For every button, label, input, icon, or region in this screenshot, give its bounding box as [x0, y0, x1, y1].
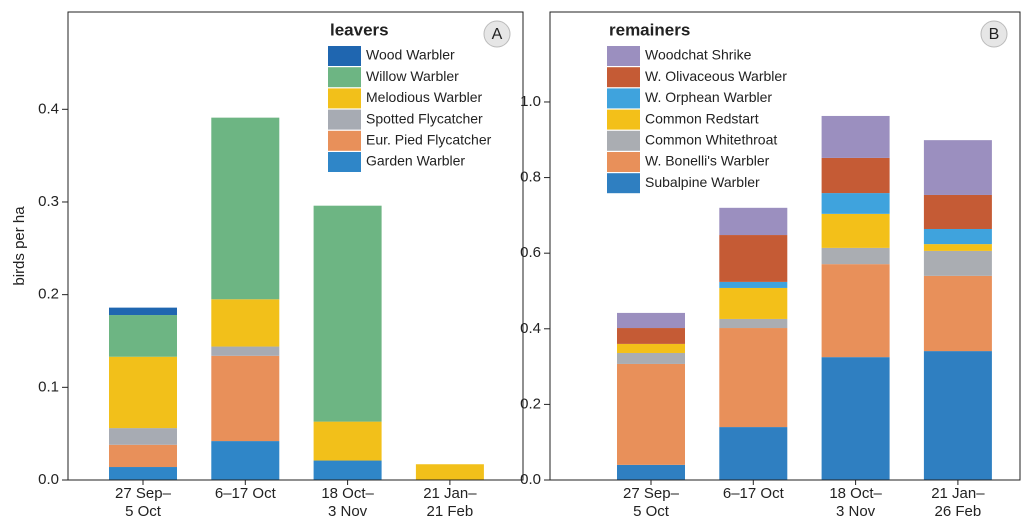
bar-segment	[923, 244, 992, 251]
legend-label: W. Olivaceous Warbler	[645, 68, 787, 84]
bar-segment	[719, 287, 788, 319]
y-tick-label: 0.8	[520, 169, 541, 186]
bar-segment	[923, 250, 992, 276]
legend-swatch	[328, 109, 361, 130]
bar-segment	[211, 441, 280, 480]
bar-segment	[211, 299, 280, 347]
legend-title: leavers	[330, 20, 389, 39]
legend-label: Melodious Warbler	[366, 89, 483, 105]
bar-segment	[109, 356, 177, 429]
bar-segment	[617, 328, 685, 344]
legend-label: Common Redstart	[645, 110, 759, 126]
y-tick-label: 0.6	[520, 244, 541, 261]
y-axis-label: birds per ha	[11, 206, 28, 286]
bar-segment	[821, 157, 890, 194]
y-tick-label: 0.4	[38, 100, 59, 117]
bar-segment	[923, 140, 992, 195]
y-tick-label: 0.0	[520, 471, 541, 488]
bar-segment	[617, 312, 685, 329]
bar-segment	[109, 307, 177, 316]
x-tick-label: 27 Sep– 5 Oct	[623, 485, 679, 520]
bar-segment	[821, 247, 890, 265]
bar-segment	[109, 315, 177, 357]
bar-segment	[923, 228, 992, 245]
bar-segment	[313, 205, 382, 422]
bar-segment	[415, 464, 484, 480]
legend-swatch	[328, 88, 361, 109]
y-tick-label: 0.1	[38, 378, 59, 395]
plot-frame	[549, 11, 1021, 481]
bar-segment	[617, 363, 685, 465]
legend-label: Garden Warbler	[366, 153, 465, 169]
legend-label: W. Bonelli's Warbler	[645, 153, 770, 169]
bar-segment	[313, 460, 382, 480]
bar-segment	[211, 346, 280, 356]
legend-swatch	[607, 173, 640, 194]
y-tick-label: 0.4	[520, 320, 541, 337]
bar-segment	[821, 264, 890, 358]
plot-frame	[67, 11, 524, 481]
x-tick-label: 21 Jan– 26 Feb	[931, 485, 985, 520]
bar-segment	[923, 275, 992, 352]
x-tick-label: 18 Oct– 3 Nov	[829, 485, 882, 520]
y-tick-label: 0.0	[38, 471, 59, 488]
legend-swatch	[328, 46, 361, 66]
legend-label: W. Orphean Warbler	[645, 89, 772, 105]
legend-swatch	[607, 88, 640, 109]
y-tick-label: 1.0	[520, 93, 541, 110]
legend-label: Common Whitethroat	[645, 132, 777, 148]
x-tick-label: 18 Oct– 3 Nov	[321, 485, 374, 520]
legend-label: Eur. Pied Flycatcher	[366, 132, 492, 148]
legend-swatch	[328, 67, 361, 88]
x-tick-label: 6–17 Oct	[722, 485, 784, 502]
y-tick-label: 0.2	[38, 286, 59, 303]
bar-segment	[617, 464, 685, 480]
bar-segment	[109, 428, 177, 445]
bar-segment	[617, 352, 685, 364]
legend-swatch	[328, 130, 361, 151]
x-tick-label: 27 Sep– 5 Oct	[115, 485, 171, 520]
x-tick-label: 6–17 Oct	[214, 485, 276, 502]
legend-swatch	[607, 130, 640, 151]
panel-badge	[980, 20, 1008, 48]
bar-segment	[821, 193, 890, 214]
bar-segment	[821, 213, 890, 248]
y-tick-label: 0.2	[520, 395, 541, 412]
bar-segment	[719, 235, 788, 282]
bar-segment	[719, 281, 788, 288]
bar-segment	[109, 467, 177, 480]
bar-segment	[923, 194, 992, 229]
bar-segment	[923, 351, 992, 480]
bar-segment	[719, 318, 788, 329]
legend-label: Subalpine Warbler	[645, 174, 760, 190]
bar-segment	[719, 427, 788, 480]
bar-segment	[719, 207, 788, 236]
bar-segment	[719, 328, 788, 428]
legend-swatch	[607, 46, 640, 66]
bar-segment	[211, 355, 280, 442]
legend-title: remainers	[609, 20, 690, 39]
x-tick-label: 21 Jan– 21 Feb	[423, 485, 477, 520]
panel-label: A	[492, 26, 503, 43]
legend-label: Wood Warbler	[366, 47, 455, 63]
legend-swatch	[607, 67, 640, 88]
bar-segment	[313, 421, 382, 461]
legend-label: Woodchat Shrike	[645, 47, 752, 63]
legend-label: Spotted Flycatcher	[366, 110, 483, 126]
bar-segment	[821, 115, 890, 158]
legend-label: Willow Warbler	[366, 68, 459, 84]
y-tick-label: 0.3	[38, 193, 59, 210]
legend-swatch	[607, 109, 640, 130]
bar-segment	[617, 343, 685, 353]
bar-segment	[109, 444, 177, 468]
panel-label: B	[989, 26, 1000, 43]
bar-segment	[821, 357, 890, 480]
legend-swatch	[328, 152, 361, 172]
bar-segment	[211, 117, 280, 300]
panel-badge	[483, 20, 511, 48]
legend-swatch	[607, 152, 640, 172]
